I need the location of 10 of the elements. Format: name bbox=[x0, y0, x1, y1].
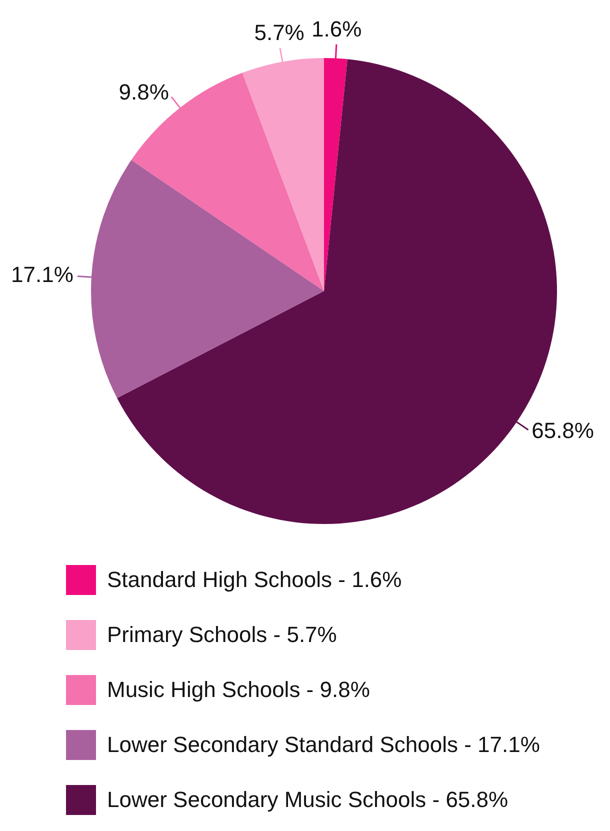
legend-label: Lower Secondary Music Schools - 65.8% bbox=[107, 786, 508, 812]
legend-label: Primary Schools - 5.7% bbox=[107, 622, 337, 648]
legend-label: Music High Schools - 9.8% bbox=[107, 676, 370, 702]
data-label: 5.7% bbox=[254, 20, 304, 46]
data-label: 17.1% bbox=[11, 262, 74, 288]
data-label: 1.6% bbox=[312, 16, 362, 42]
legend-label: Lower Secondary Standard Schools - 17.1% bbox=[107, 732, 540, 758]
legend-label: Standard High Schools - 1.6% bbox=[107, 566, 402, 592]
data-label: 65.8% bbox=[532, 418, 594, 444]
data-label: 9.8% bbox=[118, 80, 169, 105]
